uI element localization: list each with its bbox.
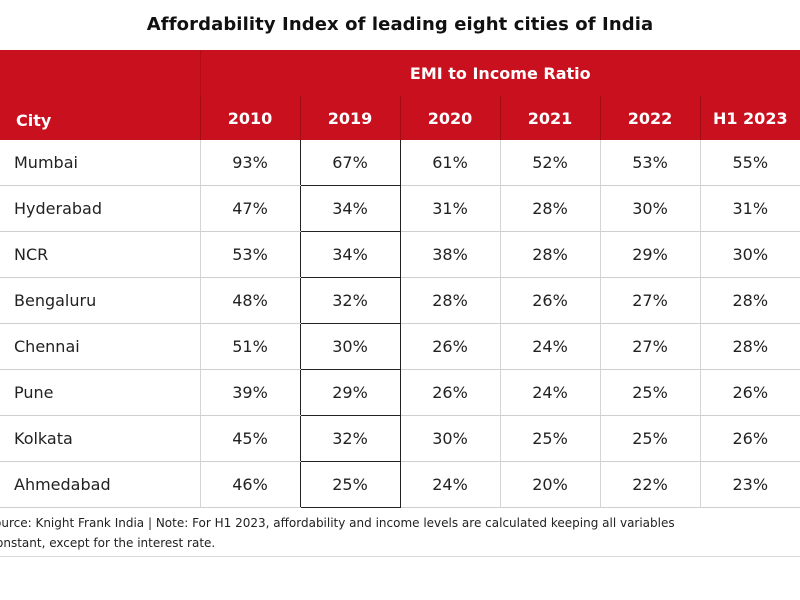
- ratio-cell: 61%: [399, 140, 500, 186]
- affordability-table: City EMI to Income Ratio 2010 2019 2020 202…: [0, 50, 800, 508]
- table-body: Mumbai 93% 67% 61% 52% 53% 55% Hyderabad 47% 34% 3…: [0, 140, 800, 508]
- year-header-h1-2023: H1 2023: [699, 96, 800, 140]
- year-header-2021: 2021: [499, 96, 600, 140]
- group-header: EMI to Income Ratio: [199, 50, 800, 96]
- ratio-cell: 23%: [699, 461, 800, 508]
- ratio-cell: 30%: [699, 231, 800, 278]
- ratio-cell: 51%: [199, 323, 300, 370]
- ratio-cell: 55%: [699, 140, 800, 186]
- table-row: Mumbai 93% 67% 61% 52% 53% 55%: [0, 140, 800, 186]
- ratio-cell: 22%: [599, 461, 700, 508]
- ratio-cell: 48%: [199, 277, 300, 324]
- footnote-line-1: ource: Knight Frank India | Note: For H1…: [0, 516, 675, 530]
- ratio-cell: 29%: [599, 231, 700, 278]
- ratio-cell: 25%: [599, 415, 700, 462]
- ratio-cell: 53%: [199, 231, 300, 278]
- city-cell: Kolkata: [0, 415, 200, 462]
- ratio-cell: 28%: [699, 323, 800, 370]
- ratio-cell: 34%: [299, 185, 401, 232]
- city-cell: Pune: [0, 369, 200, 416]
- ratio-cell: 32%: [299, 277, 401, 324]
- ratio-cell: 20%: [499, 461, 600, 508]
- table-row: Ahmedabad 46% 25% 24% 20% 22% 23%: [0, 461, 800, 508]
- city-cell: Chennai: [0, 323, 200, 370]
- ratio-cell: 38%: [399, 231, 500, 278]
- year-header-2019: 2019: [299, 96, 400, 140]
- ratio-cell: 28%: [699, 277, 800, 324]
- table-row: NCR 53% 34% 38% 28% 29% 30%: [0, 231, 800, 278]
- ratio-cell: 27%: [599, 323, 700, 370]
- city-cell: Ahmedabad: [0, 461, 200, 508]
- ratio-cell: 28%: [399, 277, 500, 324]
- table-row: Chennai 51% 30% 26% 24% 27% 28%: [0, 323, 800, 370]
- year-header-2022: 2022: [599, 96, 700, 140]
- ratio-cell: 29%: [299, 369, 401, 416]
- footnote: ource: Knight Frank India | Note: For H1…: [0, 513, 800, 553]
- ratio-cell: 25%: [299, 461, 401, 508]
- affordability-table-container: City EMI to Income Ratio 2010 2019 2020 202…: [0, 50, 800, 508]
- ratio-cell: 39%: [199, 369, 300, 416]
- ratio-cell: 26%: [499, 277, 600, 324]
- ratio-cell: 27%: [599, 277, 700, 324]
- ratio-cell: 34%: [299, 231, 401, 278]
- header-row-group: City EMI to Income Ratio: [0, 50, 800, 140]
- ratio-cell: 24%: [499, 323, 600, 370]
- ratio-cell: 67%: [299, 140, 401, 186]
- chart-title: Affordability Index of leading eight cit…: [146, 14, 654, 35]
- city-column-header: City: [0, 50, 200, 140]
- ratio-cell: 47%: [199, 185, 300, 232]
- ratio-cell: 26%: [399, 323, 500, 370]
- table-row: Hyderabad 47% 34% 31% 28% 30% 31%: [0, 185, 800, 232]
- ratio-cell: 30%: [599, 185, 700, 232]
- ratio-cell: 26%: [699, 415, 800, 462]
- ratio-cell: 93%: [199, 140, 300, 186]
- table-row: Pune 39% 29% 26% 24% 25% 26%: [0, 369, 800, 416]
- ratio-cell: 30%: [299, 323, 401, 370]
- ratio-cell: 30%: [399, 415, 500, 462]
- ratio-cell: 46%: [199, 461, 300, 508]
- ratio-cell: 24%: [499, 369, 600, 416]
- table-row: Kolkata 45% 32% 30% 25% 25% 26%: [0, 415, 800, 462]
- city-cell: Mumbai: [0, 140, 200, 186]
- year-header-2010: 2010: [199, 96, 300, 140]
- year-header-2020: 2020: [399, 96, 500, 140]
- ratio-cell: 25%: [499, 415, 600, 462]
- city-cell: Bengaluru: [0, 277, 200, 324]
- ratio-cell: 31%: [399, 185, 500, 232]
- city-cell: NCR: [0, 231, 200, 278]
- city-cell: Hyderabad: [0, 185, 200, 232]
- ratio-cell: 45%: [199, 415, 300, 462]
- footnote-line-2: onstant, except for the interest rate.: [0, 536, 216, 550]
- ratio-cell: 31%: [699, 185, 800, 232]
- header-row-years: 2010 2019 2020 2021 2022 H1 2023: [0, 96, 800, 140]
- ratio-cell: 28%: [499, 231, 600, 278]
- ratio-cell: 28%: [499, 185, 600, 232]
- ratio-cell: 53%: [599, 140, 700, 186]
- ratio-cell: 26%: [699, 369, 800, 416]
- ratio-cell: 32%: [299, 415, 401, 462]
- table-row: Bengaluru 48% 32% 28% 26% 27% 28%: [0, 277, 800, 324]
- bottom-divider: [0, 556, 800, 557]
- ratio-cell: 26%: [399, 369, 500, 416]
- ratio-cell: 25%: [599, 369, 700, 416]
- ratio-cell: 52%: [499, 140, 600, 186]
- ratio-cell: 24%: [399, 461, 500, 508]
- table-header: City EMI to Income Ratio 2010 2019 2020 202…: [0, 50, 800, 140]
